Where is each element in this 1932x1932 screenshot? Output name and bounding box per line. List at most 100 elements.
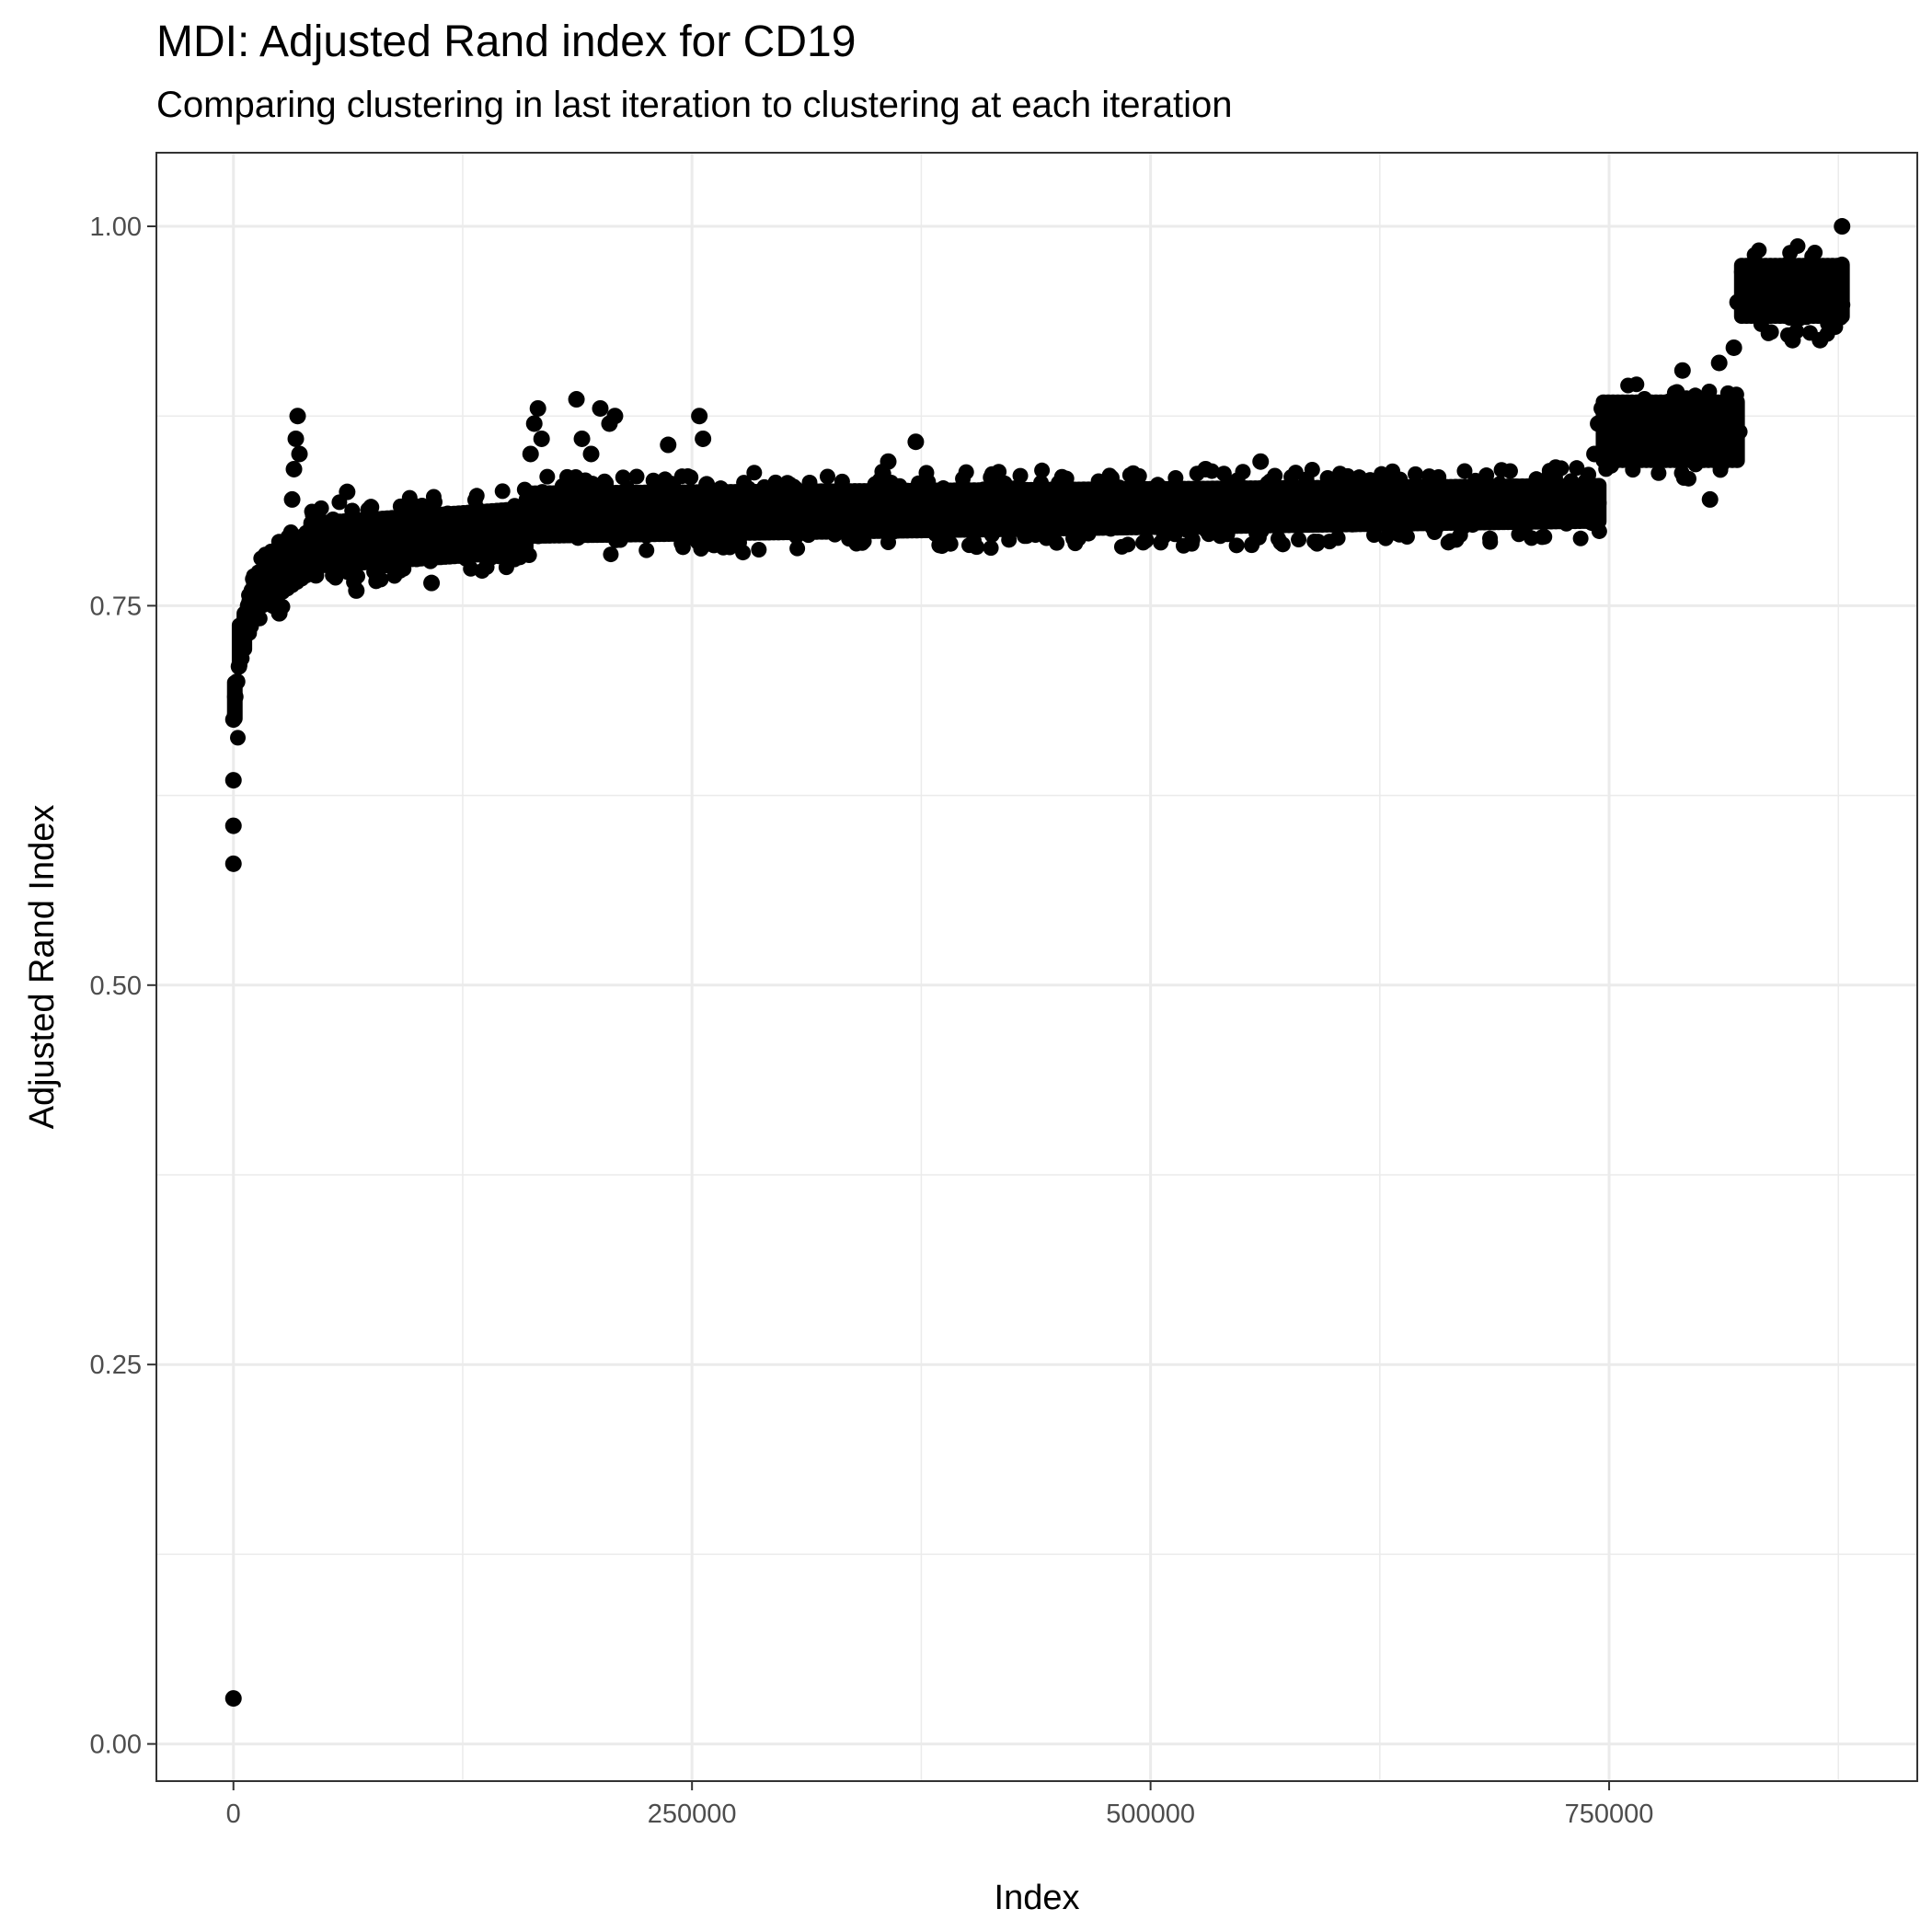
data-point <box>316 544 334 561</box>
data-point <box>335 536 352 554</box>
data-point <box>1701 490 1719 508</box>
data-point <box>1142 499 1159 516</box>
data-point <box>1680 470 1696 487</box>
data-point <box>1731 423 1748 440</box>
data-point <box>1765 278 1783 295</box>
data-point <box>350 568 366 584</box>
data-point <box>880 453 897 470</box>
data-point <box>1120 536 1136 553</box>
data-points <box>224 218 1851 1708</box>
data-point <box>931 536 949 554</box>
data-point <box>1408 466 1424 482</box>
data-point <box>606 408 624 425</box>
data-point <box>555 490 572 508</box>
data-point <box>1049 535 1065 551</box>
data-point <box>756 506 774 523</box>
data-point <box>751 542 767 558</box>
data-point <box>564 476 581 493</box>
data-point <box>348 581 365 599</box>
data-point <box>1482 530 1499 546</box>
data-point <box>1456 463 1473 479</box>
data-point <box>1763 324 1779 340</box>
data-point <box>1509 490 1526 508</box>
data-point <box>390 521 408 538</box>
data-point <box>224 711 242 729</box>
y-tick-label: 0.00 <box>90 1731 142 1760</box>
data-point <box>1291 532 1307 548</box>
data-point <box>1362 506 1379 523</box>
data-point <box>1267 467 1283 484</box>
data-point <box>1590 415 1607 432</box>
data-point <box>1832 308 1849 326</box>
data-point <box>283 490 301 508</box>
data-point <box>603 546 619 563</box>
data-point <box>261 581 279 599</box>
data-point <box>582 445 600 463</box>
data-point <box>518 490 535 508</box>
data-point <box>1710 354 1728 372</box>
data-point <box>1068 506 1086 523</box>
data-point <box>239 597 257 615</box>
x-tick-label: 500000 <box>1106 1800 1195 1829</box>
data-point <box>353 521 371 538</box>
data-point <box>289 408 306 425</box>
data-point <box>1637 399 1654 417</box>
data-point <box>228 673 246 690</box>
data-point <box>811 490 829 508</box>
data-point <box>234 627 251 645</box>
data-point <box>423 574 441 592</box>
y-axis-title: Adjusted Rand Index <box>23 805 62 1130</box>
data-point <box>706 536 723 554</box>
data-point <box>236 612 253 629</box>
data-point <box>1728 386 1744 403</box>
data-point <box>1738 278 1755 295</box>
data-point <box>1472 506 1489 523</box>
data-point <box>1271 506 1288 523</box>
data-point <box>922 506 939 523</box>
data-point <box>1725 339 1742 356</box>
data-point <box>738 490 755 508</box>
data-point <box>294 536 312 554</box>
data-point <box>1536 528 1553 545</box>
data-point <box>270 604 288 622</box>
data-point <box>638 542 655 558</box>
data-point <box>958 464 974 480</box>
data-point <box>1784 331 1801 349</box>
data-point <box>224 772 242 789</box>
minor-gridlines <box>156 153 1917 1781</box>
data-point <box>867 476 884 493</box>
data-point <box>610 506 627 523</box>
data-point <box>1601 430 1618 447</box>
data-point <box>1398 490 1416 508</box>
data-point <box>525 415 543 432</box>
data-point <box>959 490 976 508</box>
data-point <box>628 468 645 485</box>
chart-title: MDI: Adjusted Rand index for CD19 <box>156 17 857 66</box>
data-point <box>983 540 999 557</box>
data-point <box>691 408 708 425</box>
data-point <box>830 506 847 523</box>
data-point <box>991 464 1007 480</box>
data-point <box>720 506 738 523</box>
data-point <box>1452 527 1468 544</box>
data-point <box>1252 453 1270 470</box>
plot-border <box>155 152 1918 1782</box>
y-tick-label: 0.75 <box>90 592 142 621</box>
data-point <box>665 490 683 508</box>
data-point <box>226 688 244 706</box>
chart-subtitle: Comparing clustering in last iteration t… <box>156 85 1233 125</box>
data-point <box>276 551 293 569</box>
x-tick-label: 250000 <box>648 1800 737 1829</box>
data-point <box>285 460 303 477</box>
data-point <box>1586 445 1604 463</box>
data-point <box>521 547 537 564</box>
data-point <box>1179 521 1196 538</box>
data-point <box>573 430 591 447</box>
data-point <box>1131 467 1147 484</box>
data-point <box>546 521 563 538</box>
y-tick-label: 0.50 <box>90 972 142 1001</box>
data-point <box>1593 399 1611 417</box>
data-point <box>793 506 811 523</box>
data-point <box>1501 463 1518 479</box>
